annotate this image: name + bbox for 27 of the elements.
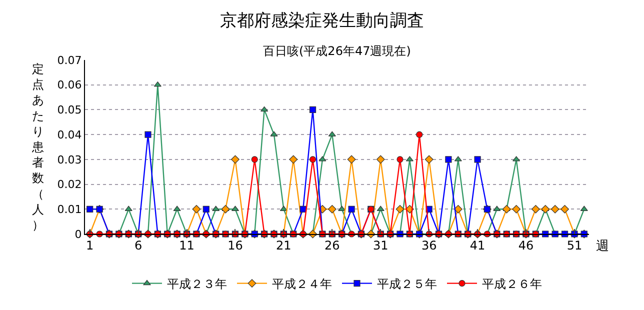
x-axis-title: 週 [596,239,609,254]
text: 定点あたり患者数（人） [32,62,44,232]
chart-subtitle: 百日咳(平成26年47週現在) [263,44,411,58]
legend-label: 平成２５年 [377,276,437,291]
x-tick-label: 36 [421,238,437,252]
y-tick-label: 0.04 [57,128,82,142]
y-tick-label: 0 [74,228,82,241]
y-tick-label: 0.05 [57,104,82,117]
legend-label: 平成２４年 [272,276,332,291]
x-tick-label: 11 [179,238,194,252]
x-tick-label: 16 [228,238,243,252]
y-tick-label: 0.03 [57,153,82,166]
x-tick-label: 41 [470,238,486,252]
y-tick-label: 0.06 [57,78,82,92]
x-tick-label: 1 [86,238,94,252]
y-tick-label: 0.07 [57,54,82,67]
x-tick-label: 6 [134,238,142,252]
legend-label: 平成２６年 [482,276,542,291]
chart-title: 京都府感染症発生動向調査 [220,10,424,31]
y-tick-label: 0.01 [57,202,82,216]
x-tick-label: 51 [566,238,582,252]
x-tick-label: 26 [324,238,340,252]
y-tick-label: 0.02 [57,178,82,192]
x-tick-label: 21 [276,238,292,252]
legend-label: 平成２３年 [167,276,227,291]
x-tick-label: 46 [518,238,534,252]
x-tick-label: 31 [372,238,388,252]
